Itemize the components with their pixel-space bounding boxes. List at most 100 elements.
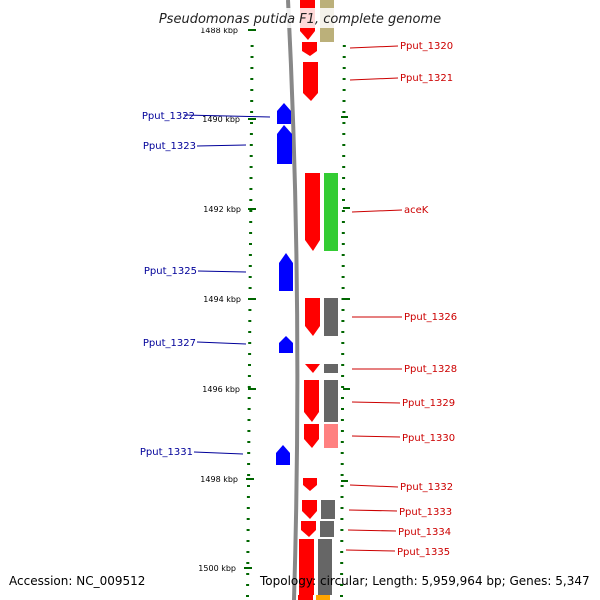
ruler-dot-left: [247, 463, 251, 465]
gene-label-pput-1327[interactable]: Pput_1327: [143, 338, 196, 349]
ruler-dot-right: [341, 408, 344, 410]
ruler-dot-left: [246, 551, 250, 553]
ruler-label-1498: 1498 kbp: [200, 475, 238, 484]
leader-pput-1335: [345, 549, 396, 552]
ruler-dot-right: [340, 430, 344, 432]
gene-label-pput-1326[interactable]: Pput_1326: [404, 312, 457, 323]
gene-arrow-pput-1334: [301, 521, 316, 537]
gene-arrow-pput-1322: [277, 103, 291, 124]
ruler-dot-left: [249, 177, 253, 179]
ruler-dot-right: [341, 397, 344, 399]
ruler-dot-right: [341, 243, 345, 245]
ruler-dot-right: [342, 155, 346, 157]
gene-arrow-pput-1330: [304, 424, 319, 448]
ruler-dot-right: [342, 122, 346, 124]
ruler-dot-right: [341, 320, 345, 322]
ruler-dot-right: [342, 111, 346, 113]
ruler-dot-right: [342, 199, 345, 201]
leader-pput-1332: [349, 484, 399, 488]
ruler-dot-right: [341, 232, 345, 234]
ruler-dot-left: [246, 529, 250, 531]
leader-pput-1334: [347, 529, 397, 532]
topology-label: Topology: circular; Length: 5,959,964 bp…: [260, 574, 590, 588]
ruler-dot-right: [341, 375, 345, 377]
ruler-dot-right: [342, 188, 346, 190]
ruler-dot-left: [248, 353, 252, 355]
ruler-dot-left: [247, 441, 251, 443]
ruler-dot-right: [341, 364, 345, 366]
leader-pput-1327: [196, 341, 247, 345]
gene-arrow-pput-1331: [276, 445, 290, 465]
ruler-dot-right: [340, 485, 344, 487]
ruler-dot-left: [247, 452, 251, 454]
ruler-dot-left: [246, 584, 250, 586]
ruler-dot-left: [247, 397, 251, 399]
ruler-dot-left: [248, 309, 252, 311]
gene-label-pput-1330[interactable]: Pput_1330: [402, 433, 455, 444]
ruler-dot-right: [342, 144, 346, 146]
forward-genes: [298, 0, 320, 600]
leader-acek: [351, 209, 403, 213]
ruler-label-1500: 1500 kbp: [198, 564, 236, 573]
accession-label: Accession: NC_009512: [9, 574, 146, 588]
leader-pput-1325: [197, 270, 247, 273]
gene-arrow-pput-1326: [305, 298, 320, 336]
cog-block-gray-1326: [324, 298, 338, 336]
ruler-dot-right: [340, 496, 344, 498]
ruler-dot-right: [342, 177, 346, 179]
gene-arrow-pput-1325: [279, 253, 293, 291]
gene-label-pput-1329[interactable]: Pput_1329: [402, 398, 455, 409]
ruler-label-1492: 1492 kbp: [203, 205, 241, 214]
cog-block-gray-1335: [318, 539, 332, 595]
ruler-label-1490: 1490 kbp: [202, 115, 240, 124]
ruler-dot-right: [341, 331, 345, 333]
ruler-dot-right: [340, 584, 344, 586]
ruler-dot-left: [248, 364, 251, 366]
gene-label-pput-1320[interactable]: Pput_1320: [400, 41, 453, 52]
gene-label-acek[interactable]: aceK: [404, 205, 429, 216]
ruler-dot-right: [341, 353, 345, 355]
gene-arrow-pput-1328: [305, 364, 320, 373]
gene-arrow-pput-1332: [303, 478, 317, 491]
ruler-dot-right: [340, 474, 344, 476]
ruler-dot-left: [250, 122, 253, 124]
ruler-dot-right: [341, 309, 345, 311]
ruler-dot-left: [250, 45, 254, 47]
ruler-dot-left: [248, 320, 252, 322]
gene-label-pput-1332[interactable]: Pput_1332: [400, 482, 453, 493]
gene-label-pput-1328[interactable]: Pput_1328: [404, 364, 457, 375]
gene-label-pput-1333[interactable]: Pput_1333: [399, 507, 452, 518]
leader-pput-1322: [183, 114, 271, 118]
gene-label-pput-1335[interactable]: Pput_1335: [397, 547, 450, 558]
gene-label-pput-1323[interactable]: Pput_1323: [143, 141, 196, 152]
ruler-dot-left: [248, 254, 252, 256]
gene-label-pput-1331[interactable]: Pput_1331: [140, 447, 193, 458]
ruler-label-1488: 1488 kbp: [200, 26, 238, 35]
cog-block-gray-1329: [324, 380, 338, 422]
ruler-dot-left: [249, 221, 253, 223]
ruler-dot-right: [342, 78, 346, 80]
ruler-dot-right: [341, 210, 345, 212]
ruler-dot-right: [342, 67, 346, 69]
ruler-dot-left: [249, 199, 253, 201]
gene-label-pput-1325[interactable]: Pput_1325: [144, 266, 197, 277]
gene-label-pput-1322[interactable]: Pput_1322: [142, 111, 195, 122]
ruler-dot-left: [249, 210, 253, 212]
ruler-dot-left: [247, 419, 251, 421]
ruler-dot-left: [247, 430, 251, 432]
cog-block-gray-1328: [324, 364, 338, 373]
gene-label-pput-1321[interactable]: Pput_1321: [400, 73, 453, 84]
gene-label-pput-1334[interactable]: Pput_1334: [398, 527, 451, 538]
ruler-dot-right: [342, 166, 346, 168]
map-title: Pseudomonas putida F1, complete genome: [159, 12, 441, 27]
ruler-dot-left: [248, 287, 252, 289]
ruler-dot-right: [340, 452, 344, 454]
ruler-dot-left: [246, 595, 249, 597]
ruler-dot-right: [340, 573, 344, 575]
ruler-dot-right: [341, 221, 345, 223]
ruler-dot-left: [247, 474, 251, 476]
ruler-dot-right: [342, 89, 346, 91]
ruler-dot-right: [341, 287, 345, 289]
ruler-dot-left: [248, 331, 252, 333]
